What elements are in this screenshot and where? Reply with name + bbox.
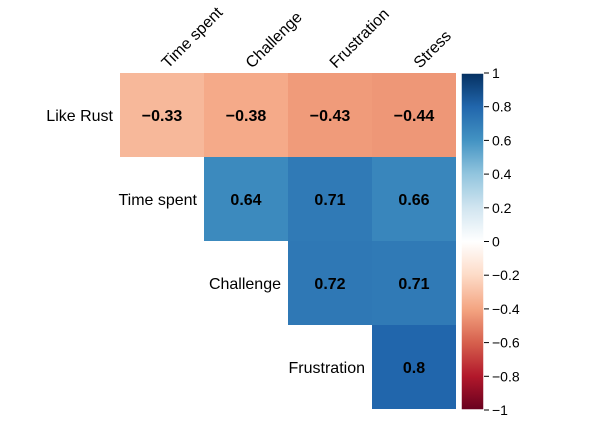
colorbar-tick-label: −0.2 (492, 267, 520, 283)
colorbar-ticks: 1 0.8 0.6 0.4 0.2 0 −0.2 −0.4 −0.6 −0.8 −1 (484, 65, 520, 418)
heatmap-cell (372, 241, 456, 325)
cell-value-label: 0.66 (398, 192, 429, 209)
cell-value-label: 0.72 (314, 276, 345, 293)
colorbar-tick-label: −0.6 (492, 335, 520, 351)
heatmap-cells: −0.33 −0.38 −0.43 −0.44 0.64 0.71 0.66 0.72 0.71… (120, 73, 456, 409)
row-label: Challenge (209, 276, 281, 293)
row-label: Frustration (289, 360, 365, 377)
column-label: Frustration (327, 6, 393, 72)
colorbar-tick-label: 0.6 (492, 132, 512, 148)
row-label: Like Rust (46, 108, 113, 125)
cell-value-label: −0.44 (394, 108, 435, 125)
heatmap-cell (372, 157, 456, 241)
column-label: Time spent (159, 4, 227, 72)
cell-value-label: 0.8 (403, 360, 425, 377)
colorbar-tick-label: 0 (492, 234, 500, 250)
colorbar-tick-label: 0.4 (492, 166, 512, 182)
colorbar-tick-label: −0.4 (492, 301, 520, 317)
heatmap-cell (372, 325, 456, 409)
cell-value-label: −0.43 (310, 108, 351, 125)
colorbar-tick-label: 1 (492, 65, 500, 81)
colorbar-tick-label: −0.8 (492, 368, 520, 384)
colorbar-gradient (461, 73, 484, 410)
row-labels: Like Rust Time spent Challenge Frustration (46, 108, 365, 377)
heatmap-cell (288, 157, 372, 241)
cell-value-label: 0.71 (398, 276, 429, 293)
row-label: Time spent (118, 192, 197, 209)
colorbar: 1 0.8 0.6 0.4 0.2 0 −0.2 −0.4 −0.6 −0.8 −1 (460, 65, 520, 418)
heatmap-cell (120, 73, 204, 157)
heatmap-cell (288, 241, 372, 325)
column-label: Stress (411, 28, 455, 72)
heatmap-cell (372, 73, 456, 157)
cell-value-label: 0.71 (314, 192, 345, 209)
column-label: Challenge (243, 9, 306, 72)
column-labels: Time spent Challenge Frustration Stress (159, 4, 455, 72)
cell-value-label: −0.38 (226, 108, 267, 125)
cell-value-label: 0.64 (230, 192, 261, 209)
heatmap-cell (204, 157, 288, 241)
colorbar-tick-label: 0.2 (492, 200, 512, 216)
heatmap-cell (204, 73, 288, 157)
heatmap-cell (288, 73, 372, 157)
colorbar-tick-label: 0.8 (492, 99, 512, 115)
colorbar-tick-label: −1 (492, 402, 508, 418)
cell-value-label: −0.33 (142, 108, 183, 125)
